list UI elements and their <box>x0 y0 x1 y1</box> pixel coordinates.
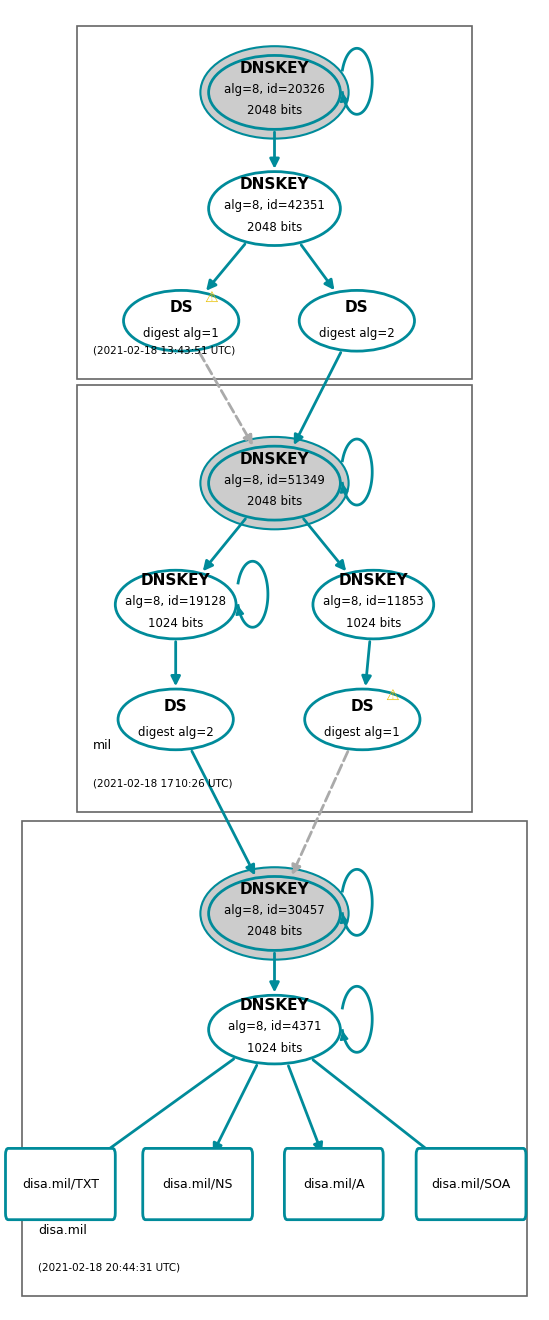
Ellipse shape <box>209 55 340 129</box>
Text: 2048 bits: 2048 bits <box>247 220 302 234</box>
Text: 2048 bits: 2048 bits <box>247 495 302 508</box>
Text: DNSKEY: DNSKEY <box>240 177 309 193</box>
Text: 1024 bits: 1024 bits <box>148 616 203 630</box>
Ellipse shape <box>305 689 420 750</box>
Text: DNSKEY: DNSKEY <box>240 882 309 898</box>
Text: (2021-02-18 13:43:51 UTC): (2021-02-18 13:43:51 UTC) <box>93 345 236 355</box>
Text: alg=8, id=11853: alg=8, id=11853 <box>323 595 424 609</box>
Text: alg=8, id=51349: alg=8, id=51349 <box>224 474 325 487</box>
Text: DS: DS <box>164 698 188 714</box>
Text: 2048 bits: 2048 bits <box>247 104 302 117</box>
Ellipse shape <box>209 446 340 520</box>
Text: (2021-02-18 17 10:26 UTC): (2021-02-18 17 10:26 UTC) <box>93 777 233 788</box>
FancyBboxPatch shape <box>5 1148 115 1220</box>
Text: disa.mil/NS: disa.mil/NS <box>163 1177 233 1191</box>
Text: DNSKEY: DNSKEY <box>240 61 309 77</box>
Ellipse shape <box>209 995 340 1064</box>
Text: (2021-02-18 20:44:31 UTC): (2021-02-18 20:44:31 UTC) <box>38 1262 181 1272</box>
Text: 1024 bits: 1024 bits <box>247 1041 302 1055</box>
Text: DNSKEY: DNSKEY <box>141 573 210 589</box>
Text: disa.mil/SOA: disa.mil/SOA <box>432 1177 511 1191</box>
Ellipse shape <box>124 290 239 351</box>
Text: disa.mil/A: disa.mil/A <box>303 1177 365 1191</box>
Ellipse shape <box>209 876 340 950</box>
Ellipse shape <box>115 570 236 639</box>
Bar <box>77 385 472 812</box>
Text: alg=8, id=42351: alg=8, id=42351 <box>224 199 325 213</box>
FancyBboxPatch shape <box>143 1148 253 1220</box>
Text: mil: mil <box>93 739 113 752</box>
Text: 2048 bits: 2048 bits <box>247 925 302 939</box>
Text: DS: DS <box>169 300 193 315</box>
Text: ⚠: ⚠ <box>205 289 218 305</box>
Bar <box>77 26 472 379</box>
Text: alg=8, id=4371: alg=8, id=4371 <box>228 1020 321 1034</box>
Text: DS: DS <box>345 300 369 315</box>
Text: 1024 bits: 1024 bits <box>346 616 401 630</box>
FancyBboxPatch shape <box>416 1148 526 1220</box>
FancyBboxPatch shape <box>284 1148 383 1220</box>
Text: disa.mil: disa.mil <box>38 1224 87 1237</box>
Ellipse shape <box>118 689 233 750</box>
Text: digest alg=1: digest alg=1 <box>143 327 219 341</box>
Ellipse shape <box>200 46 349 139</box>
Text: alg=8, id=20326: alg=8, id=20326 <box>224 83 325 96</box>
Ellipse shape <box>209 172 340 246</box>
Ellipse shape <box>299 290 414 351</box>
Text: digest alg=2: digest alg=2 <box>319 327 395 341</box>
Text: digest alg=2: digest alg=2 <box>138 726 214 739</box>
Text: digest alg=1: digest alg=1 <box>324 726 400 739</box>
Text: DS: DS <box>350 698 374 714</box>
Text: DNSKEY: DNSKEY <box>240 998 309 1014</box>
Text: DNSKEY: DNSKEY <box>339 573 408 589</box>
Text: disa.mil/TXT: disa.mil/TXT <box>22 1177 99 1191</box>
Text: alg=8, id=19128: alg=8, id=19128 <box>125 595 226 609</box>
Ellipse shape <box>313 570 434 639</box>
Bar <box>22 821 527 1296</box>
Text: ⚠: ⚠ <box>386 688 399 704</box>
Text: DNSKEY: DNSKEY <box>240 451 309 467</box>
Ellipse shape <box>200 437 349 529</box>
Text: alg=8, id=30457: alg=8, id=30457 <box>224 904 325 917</box>
Ellipse shape <box>200 867 349 960</box>
